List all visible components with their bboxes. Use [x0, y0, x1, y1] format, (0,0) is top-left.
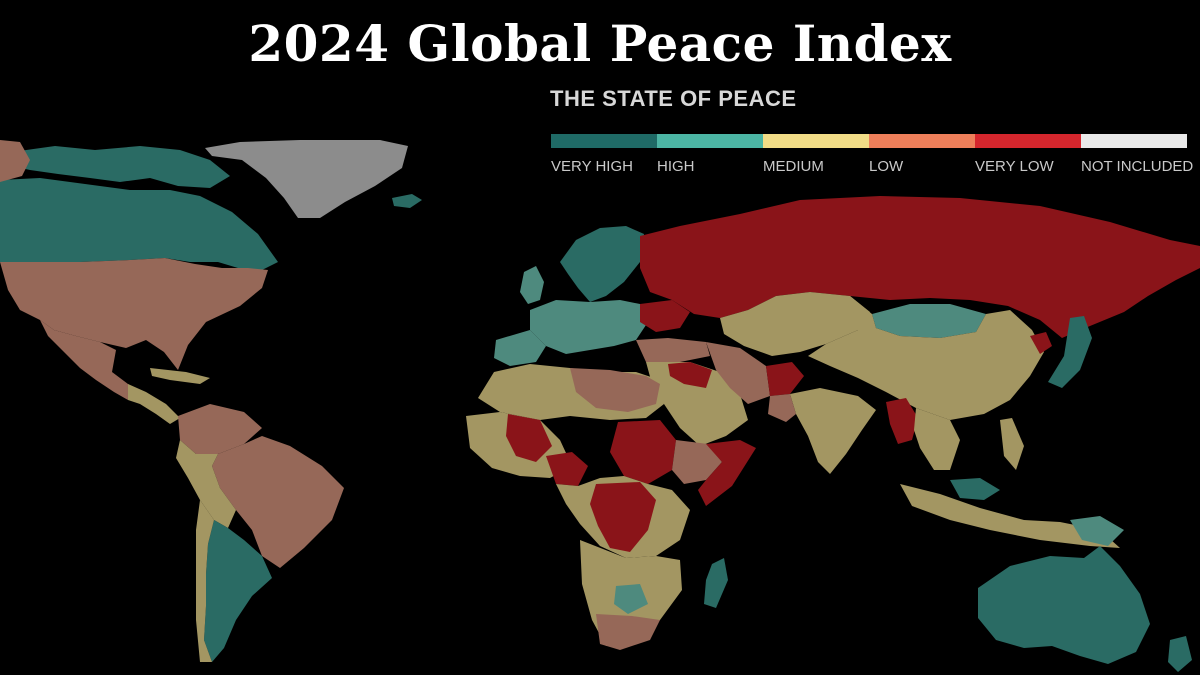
legend: VERY HIGH HIGH MEDIUM LOW VERY LOW NOT I…: [551, 134, 1194, 184]
legend-item-low: LOW: [869, 134, 975, 175]
region-drc: [590, 482, 656, 552]
legend-swatch: [551, 134, 657, 148]
region-new-zealand: [1168, 636, 1192, 672]
region-iceland: [392, 194, 422, 208]
region-iberia: [494, 330, 546, 366]
region-mexico: [40, 320, 140, 400]
region-indonesia: [900, 484, 1120, 548]
legend-label: MEDIUM: [763, 158, 824, 175]
region-turkey: [636, 338, 710, 362]
region-greenland: [205, 140, 408, 218]
region-png: [1070, 516, 1124, 546]
region-caribbean: [150, 368, 210, 384]
region-madagascar: [704, 558, 728, 608]
region-mongolia: [872, 304, 986, 338]
region-north-korea: [1030, 332, 1052, 354]
region-syria-iraq: [668, 362, 712, 388]
region-scandinavia: [560, 226, 644, 302]
region-india: [790, 388, 876, 474]
region-central-america: [128, 384, 180, 424]
legend-title: THE STATE OF PEACE: [550, 86, 797, 111]
region-australia: [978, 546, 1150, 664]
region-japan: [1048, 316, 1092, 388]
region-ethiopia: [672, 440, 722, 484]
legend-item-not-included: NOT INCLUDED: [1081, 134, 1194, 175]
legend-item-medium: MEDIUM: [763, 134, 869, 175]
legend-swatch: [869, 134, 975, 148]
region-argentina: [204, 520, 272, 662]
region-nigeria: [546, 452, 588, 486]
legend-swatch: [763, 134, 869, 148]
legend-item-high: HIGH: [657, 134, 763, 175]
region-southeast-asia: [914, 408, 960, 470]
region-middle-east: [646, 362, 748, 446]
region-iran: [706, 342, 770, 404]
legend-label: NOT INCLUDED: [1081, 158, 1194, 175]
region-south-africa: [596, 614, 660, 650]
region-myanmar: [886, 398, 918, 444]
legend-label: LOW: [869, 158, 904, 175]
region-central-asia: [720, 292, 870, 356]
region-europe: [530, 300, 648, 354]
region-sudan: [610, 420, 676, 484]
legend-swatch: [657, 134, 763, 148]
region-ukraine: [640, 300, 690, 332]
region-brazil: [212, 436, 344, 568]
region-colombia-venezuela: [178, 404, 262, 454]
region-canada: [0, 178, 278, 270]
region-peru-bolivia: [176, 440, 236, 528]
region-russia: [640, 196, 1200, 338]
region-somalia: [698, 440, 756, 506]
region-uk: [520, 266, 544, 304]
legend-item-very-low: VERY LOW: [975, 134, 1081, 175]
legend-label: VERY LOW: [975, 158, 1054, 175]
region-mali: [506, 414, 552, 462]
region-philippines: [1000, 418, 1024, 470]
legend-item-very-high: VERY HIGH: [551, 134, 657, 175]
region-botswana: [614, 584, 648, 614]
region-usa: [0, 258, 268, 370]
legend-swatch: [1081, 134, 1187, 148]
region-chile: [196, 500, 214, 662]
region-afghanistan: [766, 362, 804, 396]
legend-swatch: [975, 134, 1081, 148]
region-pakistan: [768, 394, 796, 422]
region-libya-egypt: [570, 368, 660, 412]
legend-label: HIGH: [657, 158, 695, 175]
region-malaysia: [950, 478, 1000, 500]
page-title: 2024 Global Peace Index: [248, 14, 952, 73]
region-alaska: [0, 140, 30, 182]
region-china: [808, 296, 1044, 420]
legend-label: VERY HIGH: [551, 158, 633, 175]
region-canada-arctic: [12, 146, 230, 188]
